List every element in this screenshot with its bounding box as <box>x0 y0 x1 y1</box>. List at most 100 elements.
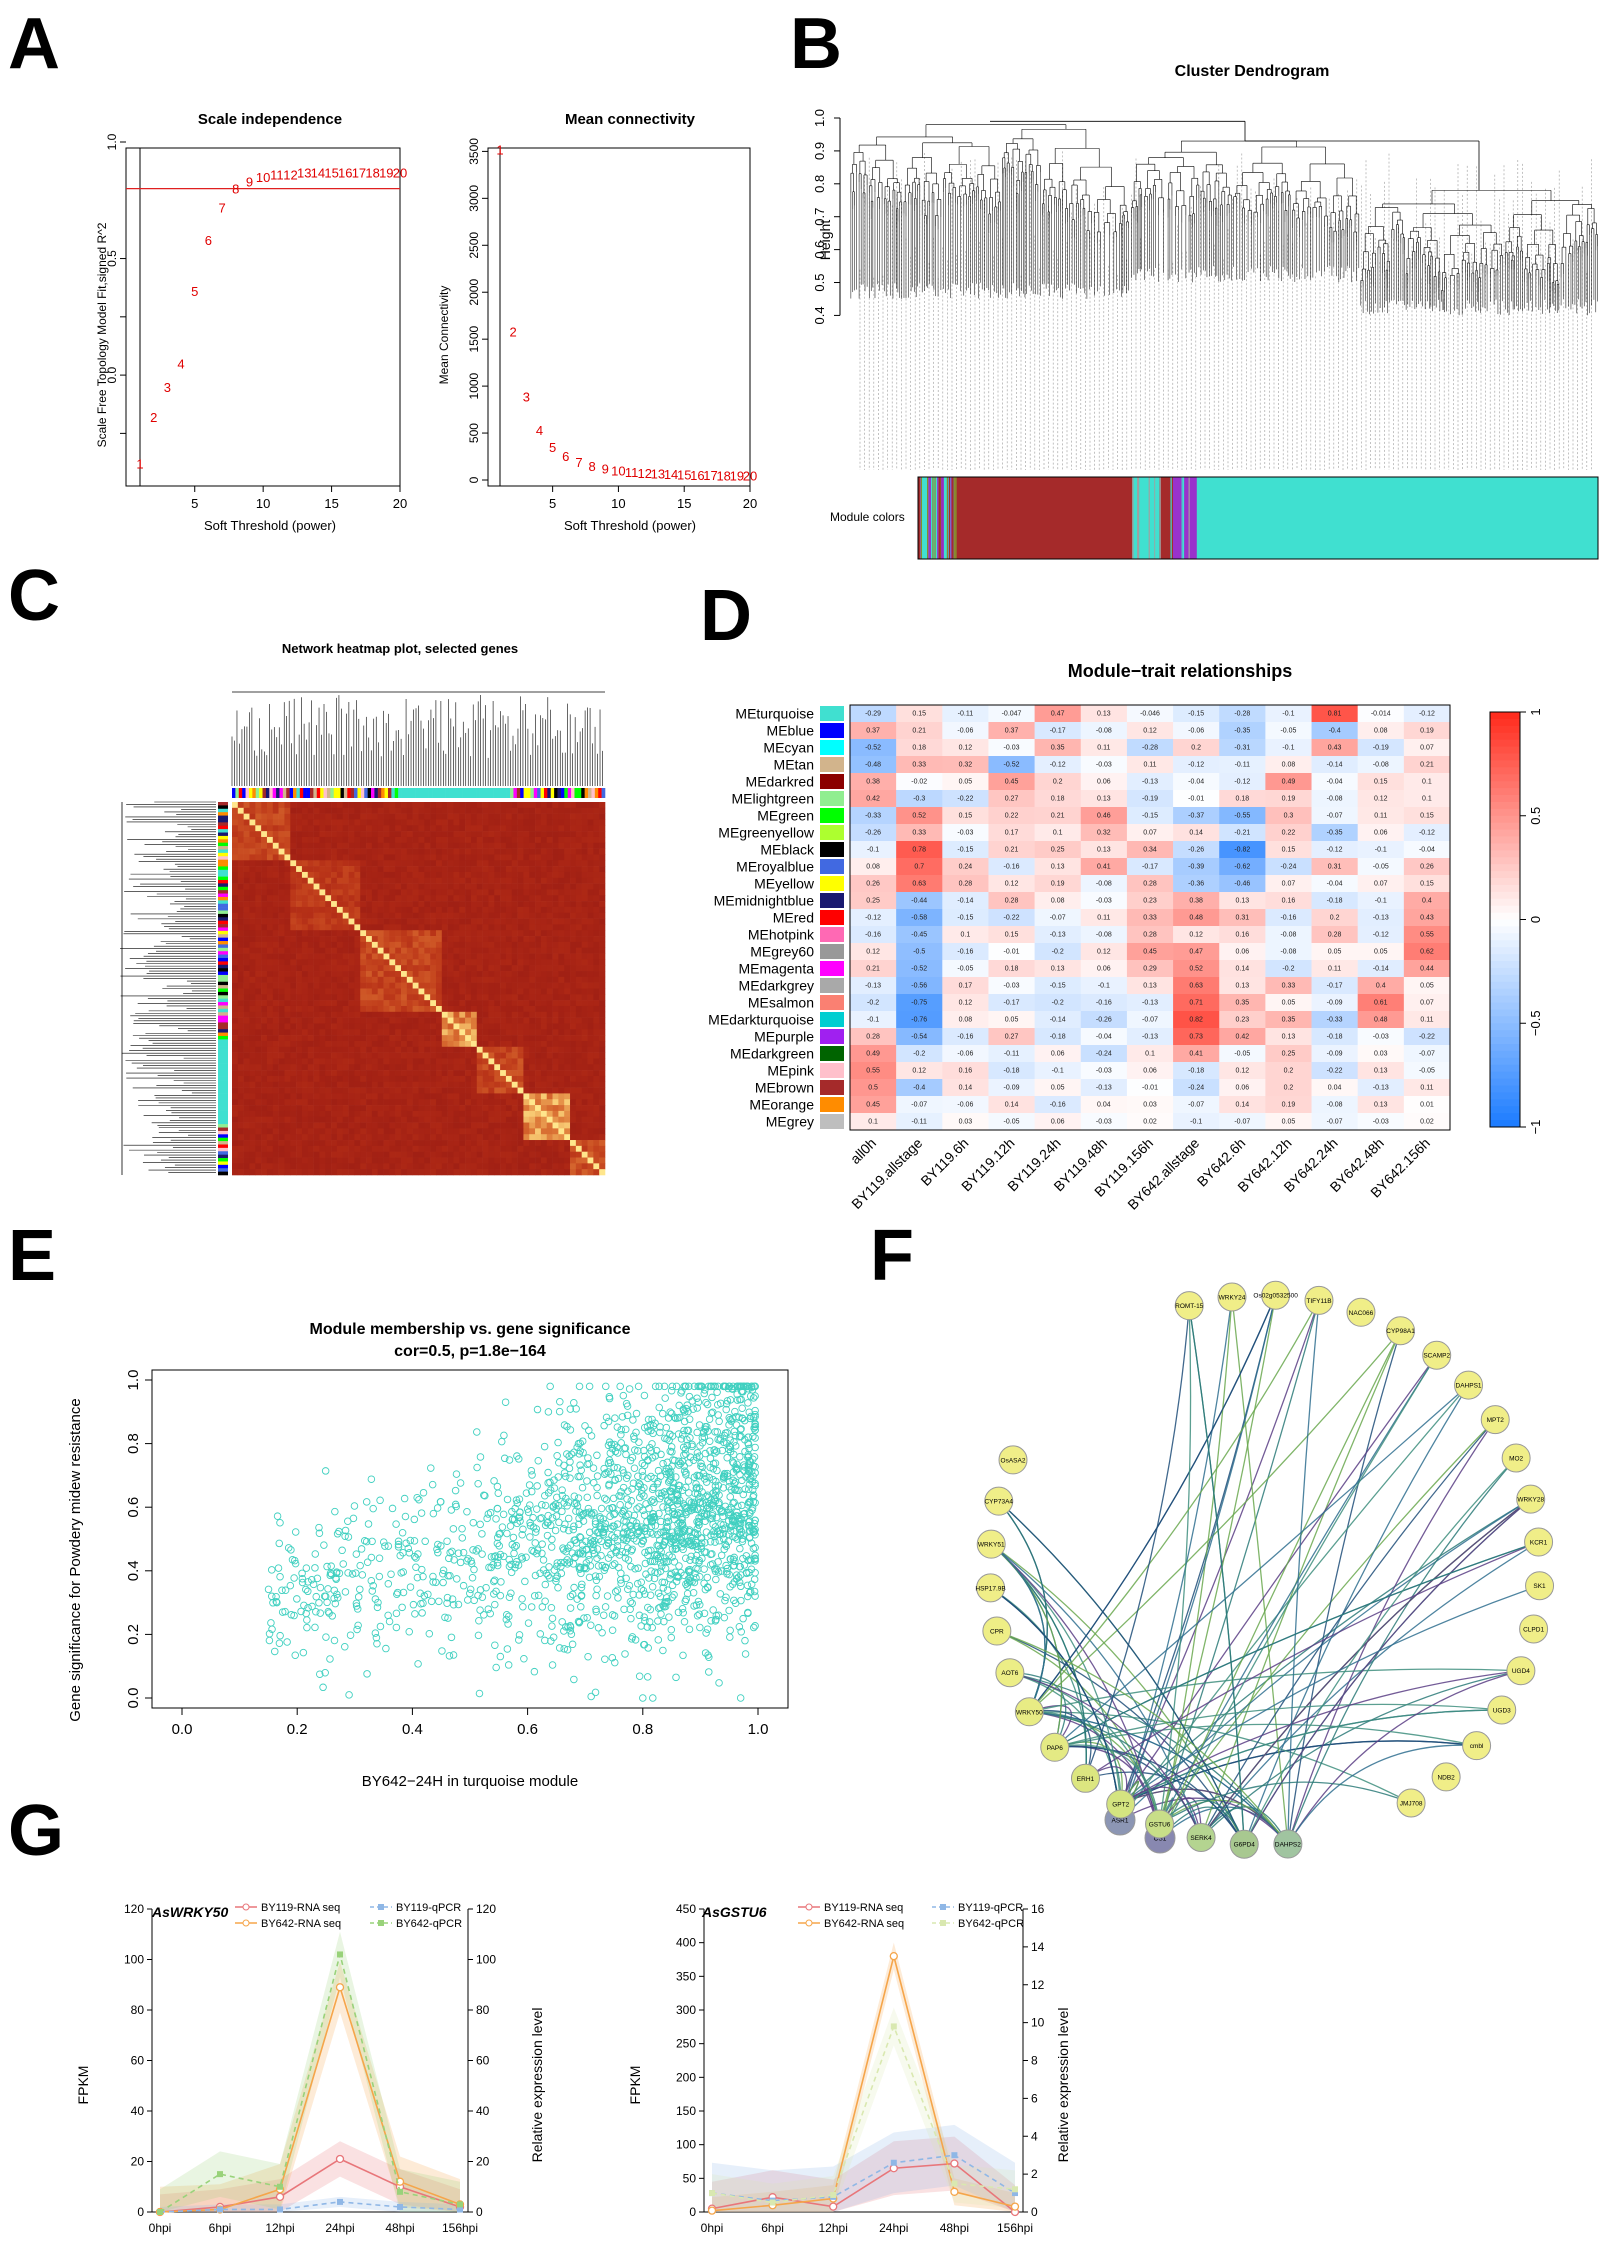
heatmap-cell <box>395 1029 402 1036</box>
heatmap-cell <box>266 1000 274 1007</box>
heatmap-cell <box>587 825 594 832</box>
heatmap-cell <box>470 807 478 814</box>
heatmap-cell <box>266 936 274 943</box>
heatmap-cell <box>500 1017 507 1024</box>
heatmap-cell <box>290 1040 297 1048</box>
heatmap-cell <box>500 947 507 954</box>
dendrogram-leaves <box>859 151 1592 470</box>
heatmap-cell <box>401 1099 408 1106</box>
heatmap-cell <box>412 976 419 983</box>
heatmap-cell <box>371 883 379 890</box>
heatmap-cell <box>488 1052 495 1059</box>
heatmap-cell <box>342 836 349 844</box>
heatmap-cell <box>599 971 606 978</box>
heatmap-cell <box>599 1058 606 1065</box>
heatmap-cell <box>371 1064 379 1071</box>
heatmap-cell <box>593 860 600 867</box>
heatmap-cell <box>459 1023 466 1030</box>
heatmap-cell <box>459 994 466 1001</box>
heatmap-cell <box>511 877 518 884</box>
heatmap-cell <box>336 965 344 972</box>
heatmap-cell <box>278 988 285 995</box>
heatmap-cell <box>313 807 320 814</box>
heatmap-cell <box>313 848 320 855</box>
heatmap-cell <box>261 819 268 826</box>
heatmap-cell <box>272 848 279 855</box>
heatmap-cell <box>465 930 472 937</box>
heatmap-cell <box>255 1023 262 1030</box>
y-tick-label: 0.7 <box>812 208 827 226</box>
heatmap-cell <box>412 971 419 978</box>
heatmap-cell <box>395 976 402 983</box>
heatmap-cell <box>401 813 408 820</box>
heatmap-cell <box>494 842 501 849</box>
heatmap-cell <box>599 906 606 914</box>
heatmap-cell <box>360 842 367 849</box>
heatmap-cell <box>331 1046 338 1053</box>
heatmap-cell <box>494 1029 501 1036</box>
x-tick-label: 15 <box>324 496 338 511</box>
heatmap-cell <box>395 1046 402 1053</box>
heatmap-cell <box>348 889 355 896</box>
heatmap-cell <box>296 802 303 809</box>
heatmap-cell <box>290 924 297 931</box>
heatmap-cell <box>412 1070 419 1077</box>
heatmap-cell <box>558 1023 565 1030</box>
heatmap-cell <box>435 953 443 960</box>
heatmap-cell <box>290 1064 297 1071</box>
heatmap-cell <box>529 807 536 814</box>
heatmap-cell <box>511 895 518 902</box>
heatmap-cell <box>587 1093 594 1100</box>
heatmap-cell <box>342 1000 349 1007</box>
heatmap-cell <box>482 1058 489 1065</box>
heatmap-cell <box>389 1035 396 1042</box>
heatmap-cell <box>581 988 588 995</box>
heatmap-cell <box>301 802 309 809</box>
heatmap-cell <box>570 982 577 989</box>
heatmap-cell <box>465 941 472 949</box>
heatmap-cell <box>401 807 408 814</box>
heatmap-cell <box>255 1075 262 1083</box>
heatmap-cell <box>447 901 454 908</box>
heatmap-cell <box>488 1081 495 1088</box>
heatmap-cell <box>535 947 542 954</box>
heatmap-cell <box>412 1000 419 1007</box>
heatmap-cell <box>511 918 518 925</box>
heatmap-cell <box>371 941 379 949</box>
heatmap-cell <box>296 836 303 844</box>
heatmap-cell <box>284 813 291 820</box>
heatmap-cell <box>529 848 536 855</box>
heatmap-cell <box>377 976 384 983</box>
heatmap-cell <box>500 860 507 867</box>
data-label: 9 <box>246 175 253 190</box>
heatmap-cell <box>587 1058 594 1065</box>
heatmap-cell <box>406 889 413 896</box>
heatmap-cell <box>331 1035 338 1042</box>
heatmap-cell <box>249 918 256 925</box>
heatmap-cell <box>237 930 244 937</box>
heatmap-cell <box>558 831 565 838</box>
heatmap-cell <box>529 836 536 844</box>
data-label: 9 <box>602 462 609 477</box>
heatmap-cell <box>511 1087 518 1094</box>
heatmap-cell <box>366 965 373 972</box>
heatmap-cell <box>307 953 314 960</box>
heatmap-cell <box>383 994 390 1001</box>
heatmap-cell <box>412 906 419 914</box>
heatmap-cell <box>296 1000 303 1007</box>
heatmap-cell <box>564 848 571 855</box>
heatmap-cell <box>447 924 454 931</box>
heatmap-cell <box>243 941 250 949</box>
heatmap-cell <box>383 924 390 931</box>
heatmap-cell <box>441 848 448 855</box>
heatmap-cell <box>301 1029 309 1036</box>
heatmap-cell <box>424 877 431 884</box>
heatmap-cell <box>266 1087 274 1094</box>
heatmap-cell <box>272 877 279 884</box>
heatmap-cell <box>319 947 326 954</box>
heatmap-cell <box>511 825 518 832</box>
heatmap-cell <box>243 836 250 844</box>
heatmap-cell <box>313 1099 320 1106</box>
heatmap-cell <box>243 1070 250 1077</box>
heatmap-cell <box>412 802 419 809</box>
